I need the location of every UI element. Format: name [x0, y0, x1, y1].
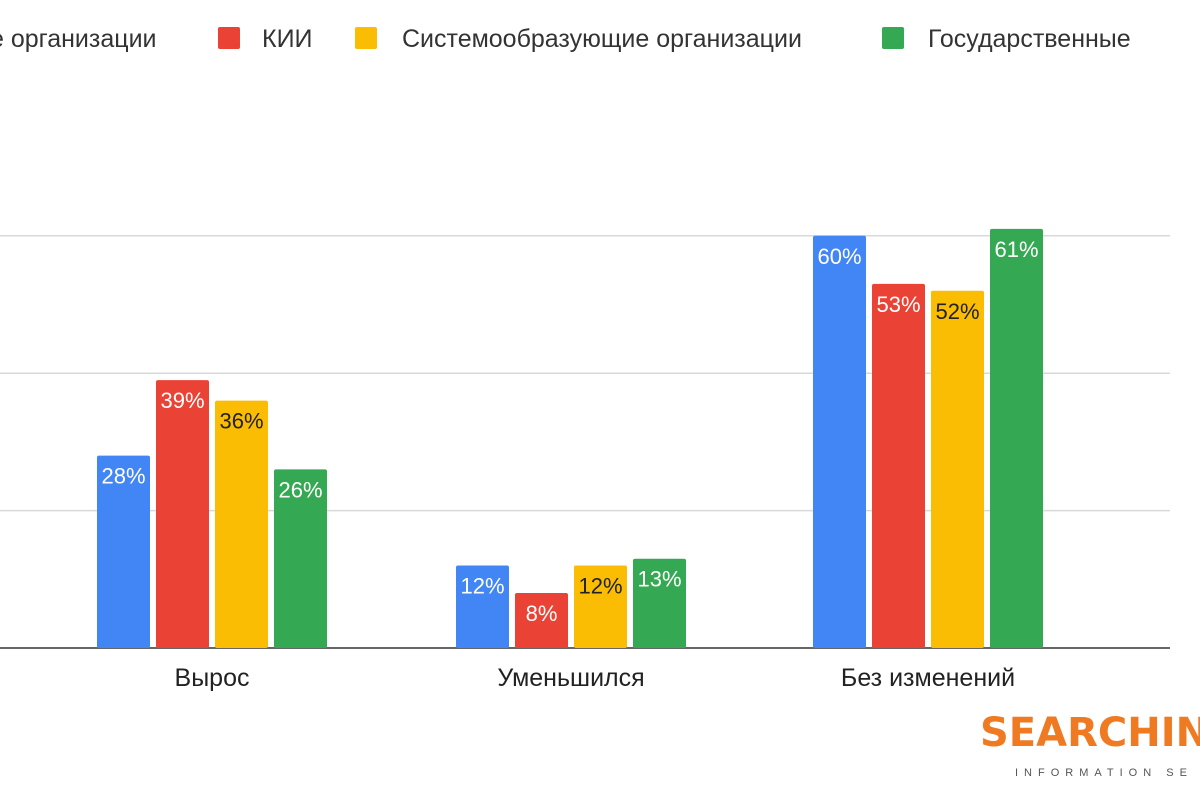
data-label: 26%	[278, 477, 322, 502]
category-label: Без изменений	[841, 664, 1015, 692]
bar	[97, 455, 150, 648]
data-labels: 28% 39% 36% 26% 12% 8% 12% 13% 60% 53% 52% 61%	[101, 237, 1038, 626]
legend-swatch	[355, 27, 377, 49]
bar	[574, 565, 627, 648]
legend-swatch	[882, 27, 904, 49]
bars	[97, 228, 1043, 649]
data-label: 12%	[460, 574, 504, 599]
category-label: Уменьшился	[497, 664, 644, 692]
data-label: 28%	[101, 464, 145, 489]
data-label: 39%	[160, 388, 204, 413]
data-label: 60%	[817, 244, 861, 269]
bar	[813, 235, 866, 649]
legend-label: КИИ	[262, 25, 313, 53]
data-label: 52%	[935, 299, 979, 324]
bar	[990, 228, 1043, 648]
bar	[931, 290, 984, 648]
data-label: 8%	[526, 601, 558, 626]
legend-swatch	[218, 27, 240, 49]
data-label: 36%	[219, 409, 263, 434]
legend-label: е организации	[0, 25, 157, 53]
legend-label: Государственные	[928, 25, 1131, 53]
bar	[872, 283, 925, 648]
bar	[215, 400, 268, 648]
data-label: 53%	[876, 292, 920, 317]
bar	[633, 558, 686, 648]
bar	[156, 380, 209, 648]
legend: е организации КИИ Системообразующие органи…	[0, 25, 1131, 53]
logo-tagline: INFORMATION SE	[1015, 767, 1193, 779]
data-label: 12%	[578, 574, 622, 599]
logo-text: SEARCHIN	[980, 710, 1200, 756]
bar	[515, 593, 568, 648]
category-label: Вырос	[175, 664, 250, 692]
legend-label: Системообразующие организации	[402, 25, 802, 53]
searchinform-logo: SEARCHIN INFORMATION SE	[980, 710, 1200, 779]
bar	[274, 469, 327, 648]
category-labels: Вырос Уменьшился Без изменений	[175, 664, 1016, 692]
bar	[456, 565, 509, 648]
data-label: 61%	[994, 237, 1038, 262]
data-label: 13%	[637, 567, 681, 592]
